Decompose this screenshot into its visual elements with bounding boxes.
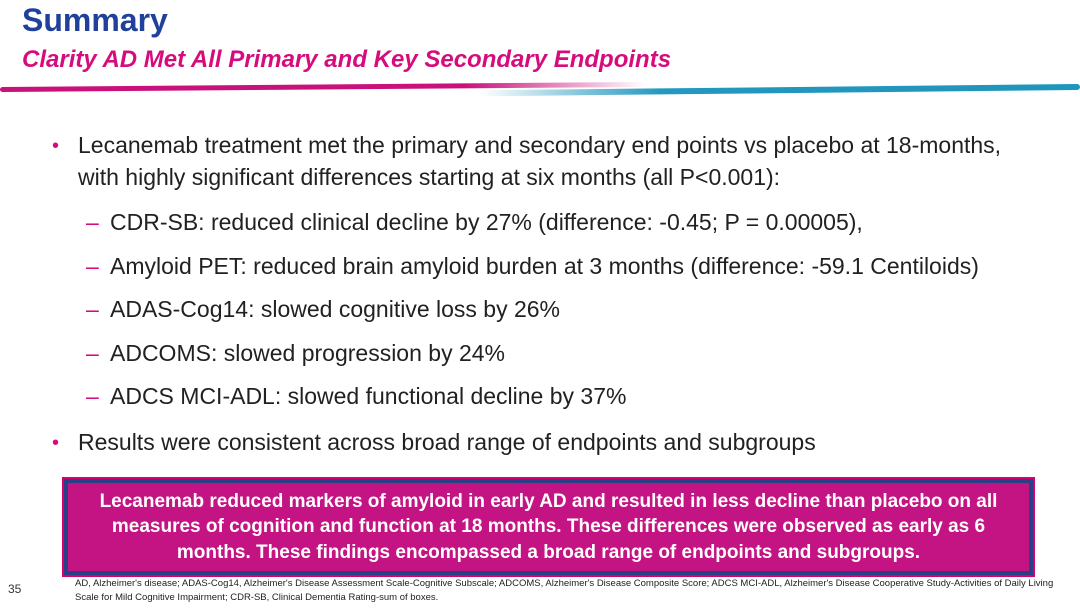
bullet-item-2-text: Results were consistent across broad ran… [78,428,816,455]
dash-icon: – [86,252,99,279]
sub-bullet-item-5-text: ADCS MCI-ADL: slowed functional decline … [110,383,627,410]
sub-bullet-item-1: – CDR-SB: reduced clinical decline by 27… [86,209,1044,235]
bullet-list: • Lecanemab treatment met the primary an… [52,130,1044,576]
dash-icon: – [86,296,99,323]
bullet-item-1: • Lecanemab treatment met the primary an… [52,130,1044,193]
slide-title: Summary [22,2,168,38]
dash-icon: – [86,209,99,236]
footnote-abbreviations: AD, Alzheimer's disease; ADAS-Cog14, Alz… [75,577,1054,603]
bullet-dot-icon: • [52,431,60,454]
sub-bullet-item-5: – ADCS MCI-ADL: slowed functional declin… [86,383,1044,409]
dash-icon: – [86,339,99,366]
sub-bullet-item-3-text: ADAS-Cog14: slowed cognitive loss by 26% [110,296,561,323]
bullet-item-1-text: Lecanemab treatment met the primary and … [78,132,1002,190]
highlight-box: Lecanemab reduced markers of amyloid in … [64,478,1033,576]
dash-icon: – [86,383,99,410]
bullet-item-2: • Results were consistent across broad r… [52,427,1044,459]
highlight-box-text: Lecanemab reduced markers of amyloid in … [99,490,998,563]
sub-bullet-item-2-text: Amyloid PET: reduced brain amyloid burde… [110,252,979,279]
sub-bullet-item-3: – ADAS-Cog14: slowed cognitive loss by 2… [86,296,1044,322]
sub-bullet-item-2: – Amyloid PET: reduced brain amyloid bur… [86,253,1044,279]
page-number: 35 [8,582,22,596]
bullet-dot-icon: • [52,135,60,157]
sub-bullet-item-1-text: CDR-SB: reduced clinical decline by 27% … [110,209,863,236]
sub-bullet-item-4-text: ADCOMS: slowed progression by 24% [110,339,505,366]
sub-bullet-item-4: – ADCOMS: slowed progression by 24% [86,340,1044,366]
slide-subtitle: Clarity AD Met All Primary and Key Secon… [22,46,672,73]
